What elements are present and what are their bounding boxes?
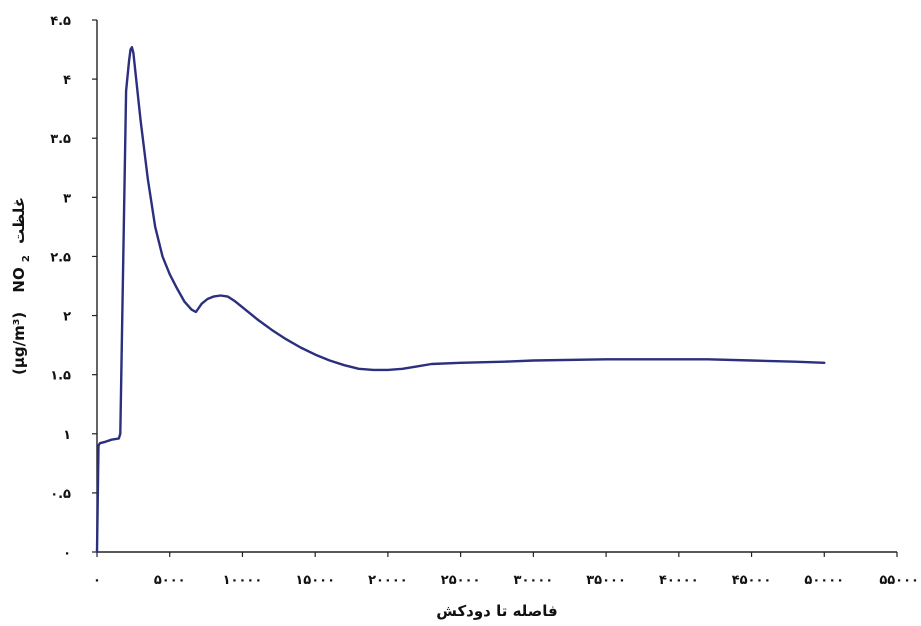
y-tick-label: ۲.۵ [50,250,71,265]
y-tick-label: ۰ [63,546,71,561]
x-tick-label: ۳۰۰۰۰ [514,573,554,588]
x-tick-label: ۲۵۰۰۰ [441,573,481,588]
y-axis-title-unit: (μg/m³) [10,312,28,375]
x-tick-label: ۰ [93,573,101,588]
x-tick-label: ۳۵۰۰۰ [586,573,626,588]
y-tick-label: ۱.۵ [50,369,71,384]
x-tick-label: ۴۵۰۰۰ [732,573,772,588]
y-tick-label: ۴.۵ [50,14,71,29]
x-tick-label: ۱۵۰۰۰ [295,573,335,588]
y-tick-label: ۱ [63,428,71,443]
x-tick-label: ۵۰۰۰۰ [804,573,844,588]
y-tick-label: ۳.۵ [50,132,71,147]
x-tick-label: ۱۰۰۰۰ [223,573,263,588]
x-ticks: ۰ ۵۰۰۰ ۱۰۰۰۰ ۱۵۰۰۰ ۲۰۰۰۰ ۲۵۰۰۰ ۳۰۰۰۰ ۳۵۰۰۰ ۴۰۰۰۰… [93,552,919,588]
x-axis-title: فاصله تا دودکش [436,602,558,620]
y-axis-title-subscript: 2 [21,255,32,262]
y-tick-label: ۴ [63,73,71,88]
x-tick-label: ۵۰۰۰ [154,573,186,588]
axes [96,20,897,553]
y-ticks: ۰ ۰.۵ ۱ ۱.۵ ۲ ۲.۵ ۳ ۳.۵ ۴ ۴.۵ [50,14,97,561]
x-tick-label: ۵۵۰۰۰ [879,573,919,588]
y-axis-title-species: NO [10,267,28,292]
y-tick-label: ۲ [63,310,71,325]
series-layer [95,46,826,554]
y-axis-title-word: غلظت [10,197,28,244]
series-line [95,46,826,554]
y-tick-label: ۰.۵ [50,487,71,502]
x-tick-label: ۲۰۰۰۰ [368,573,408,588]
x-tick-label: ۴۰۰۰۰ [659,573,699,588]
y-tick-label: ۳ [63,191,71,206]
y-axis-title: (μg/m³) NO 2 غلظت [10,197,33,375]
